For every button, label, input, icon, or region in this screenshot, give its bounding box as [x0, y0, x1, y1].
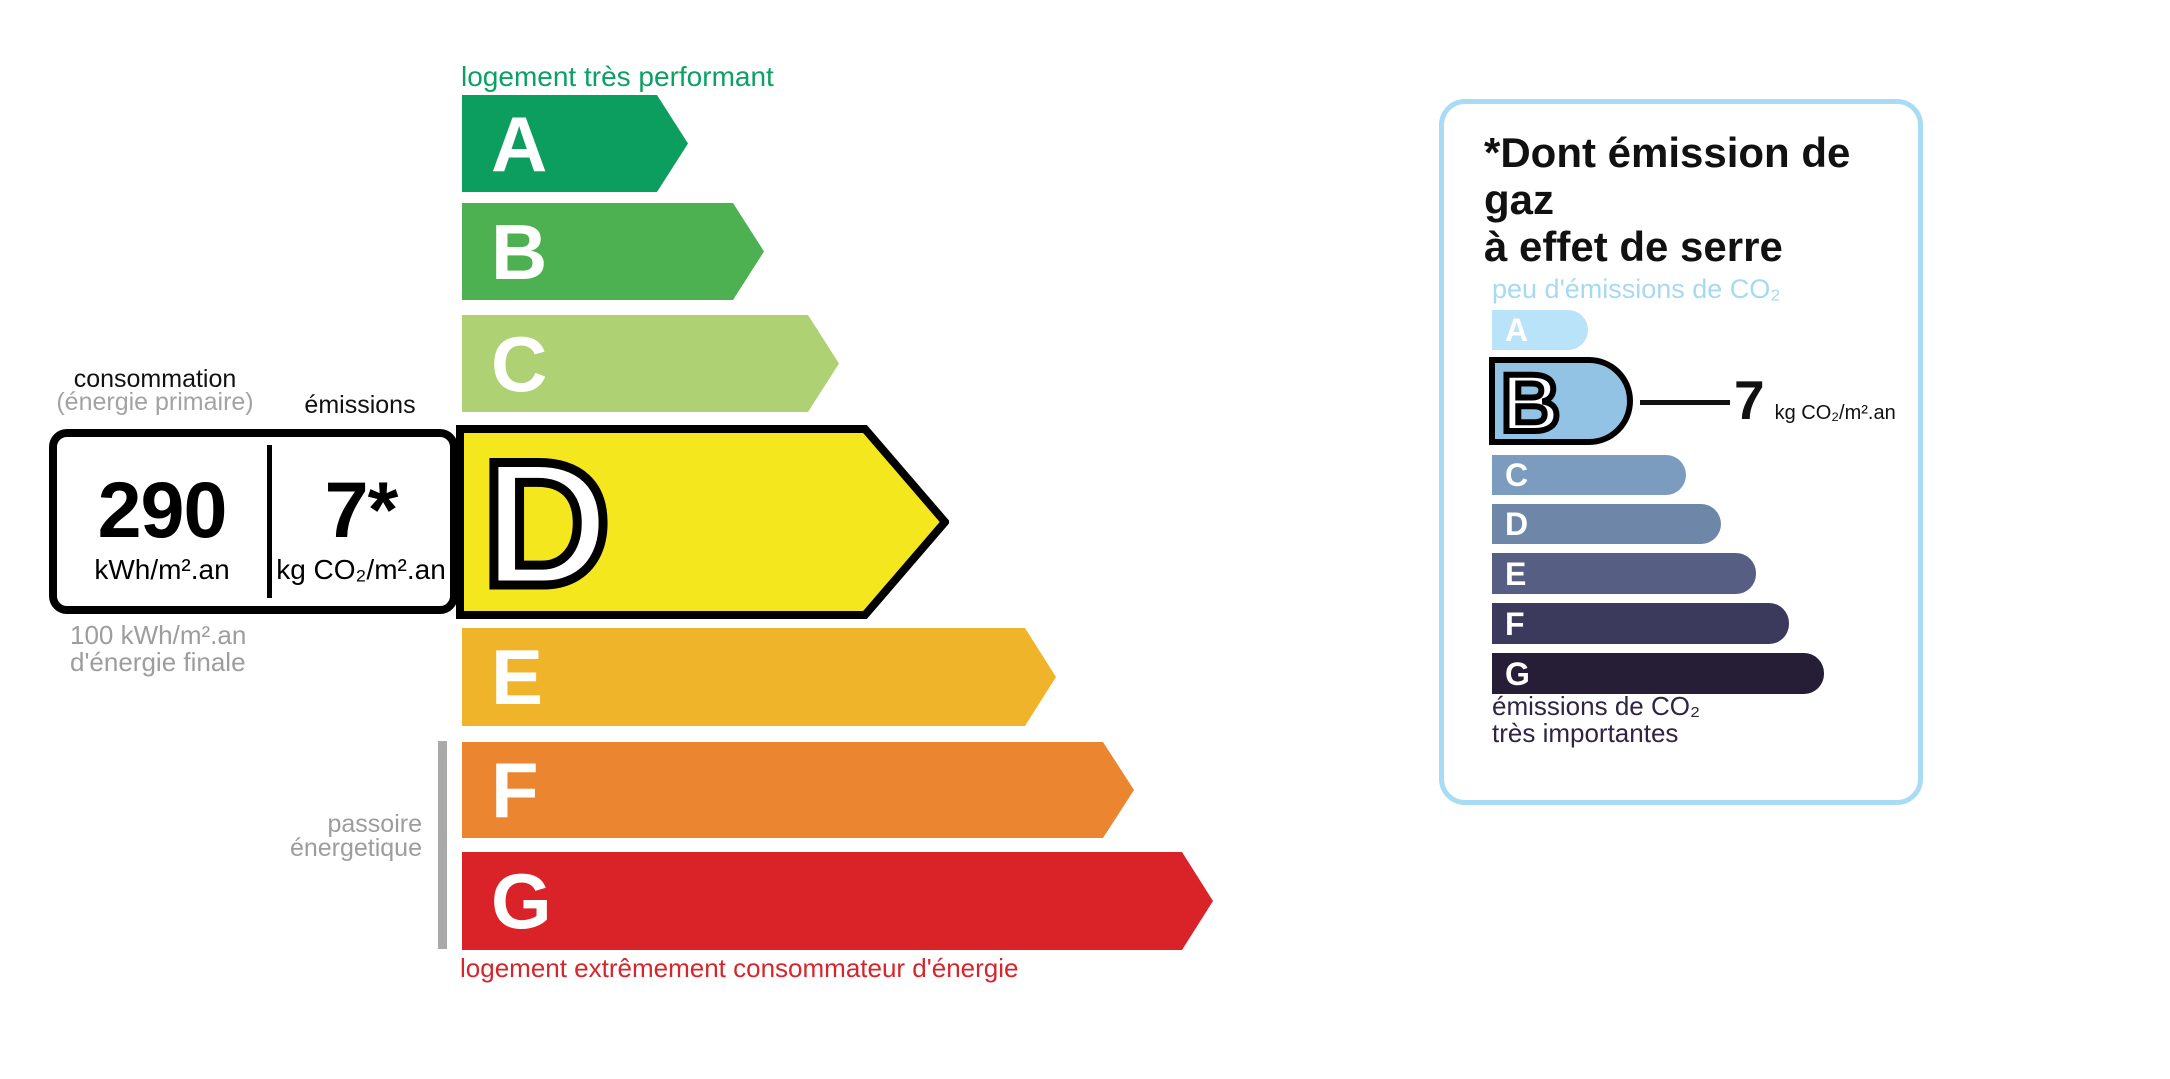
co2-low-label: peu d'émissions de CO₂	[1492, 274, 1781, 304]
co2-value-callout: 7 kg CO₂/m².an	[1734, 373, 1896, 428]
consumption-column-label: consommation (énergie primaire)	[49, 365, 261, 416]
co2-class-bar-F: F	[1492, 603, 1789, 644]
selected-class-arrow-shape	[456, 425, 949, 619]
energy-class-arrow-C: C	[462, 315, 839, 412]
co2-class-bar-E: E	[1492, 553, 1756, 594]
energy-class-arrow-F: F	[462, 742, 1134, 838]
co2-class-letter-C: C	[1505, 457, 1529, 493]
co2-class-letter-B: B	[1501, 358, 1560, 446]
co2-callout-unit: kg CO₂/m².an	[1774, 402, 1896, 424]
dpe-value-box: 290 kWh/m².an 7* kg CO₂/m².an	[49, 429, 458, 614]
co2-high-label: émissions de CO₂ très importantes	[1492, 693, 1700, 747]
co2-class-bar-B-selected: B	[1489, 356, 1633, 446]
energy-value: 290	[97, 464, 228, 554]
final-energy-note-line1: 100 kWh/m².an	[70, 620, 247, 650]
energy-class-arrow-B: B	[462, 203, 764, 300]
co2-class-letter-A: A	[1505, 312, 1529, 348]
co2-value-cell: 7* kg CO₂/m².an	[272, 437, 450, 606]
co2-high-label-line1: émissions de CO₂	[1492, 691, 1701, 721]
energy-unit: kWh/m².an	[94, 553, 230, 585]
top-performance-label: logement très performant	[461, 61, 774, 92]
energy-sieve-label: passoire énergetique	[180, 810, 423, 862]
co2-value-starred: 7*	[324, 464, 399, 554]
energy-class-arrow-D-selected: D	[456, 425, 949, 619]
co2-class-bar-C: C	[1492, 455, 1686, 495]
energy-sieve-label-line1: passoire	[327, 810, 423, 838]
energy-class-arrow-A: A	[462, 95, 688, 192]
emissions-column-label: émissions	[304, 391, 416, 419]
selected-co2-bar-shape	[1489, 357, 1633, 445]
energy-class-arrow-E: E	[462, 628, 1056, 726]
co2-class-letter-G: G	[1505, 655, 1530, 692]
energy-class-letter-G: G	[491, 857, 552, 945]
co2-class-letter-E: E	[1505, 555, 1527, 592]
consumption-label: consommation	[73, 365, 237, 393]
energy-class-letter-F: F	[491, 746, 539, 834]
value-box-divider	[267, 445, 272, 598]
final-energy-note: 100 kWh/m².an d'énergie finale	[70, 622, 246, 676]
energy-class-arrow-G: G	[462, 852, 1213, 950]
co2-class-bar-G: G	[1492, 653, 1824, 694]
co2-class-letter-D: D	[1505, 506, 1529, 542]
primary-energy-label: (énergie primaire)	[56, 388, 254, 416]
energy-value-cell: 290 kWh/m².an	[57, 437, 267, 606]
co2-callout-line	[1640, 400, 1730, 405]
co2-panel-title-line2: à effet de serre	[1484, 223, 1783, 270]
energy-class-letter-A: A	[491, 99, 548, 188]
co2-high-label-line2: très importantes	[1492, 718, 1679, 748]
co2-class-bar-D: D	[1492, 504, 1721, 544]
energy-class-letter-E: E	[491, 633, 544, 721]
co2-callout-value: 7	[1734, 369, 1765, 431]
co2-panel-title: *Dont émission de gaz à effet de serre	[1484, 129, 1918, 270]
co2-class-bar-A: A	[1492, 310, 1588, 350]
energy-sieve-label-line2: énergetique	[289, 834, 422, 862]
co2-emissions-panel: *Dont émission de gaz à effet de serre p…	[1439, 99, 1923, 805]
energy-class-letter-D: D	[482, 425, 611, 619]
co2-unit: kg CO₂/m².an	[276, 553, 446, 585]
co2-panel-title-line1: *Dont émission de gaz	[1484, 129, 1851, 223]
final-energy-note-line2: d'énergie finale	[70, 647, 246, 677]
co2-class-letter-F: F	[1505, 605, 1525, 642]
energy-class-letter-B: B	[491, 207, 548, 296]
bottom-performance-label: logement extrêmement consommateur d'éner…	[460, 953, 1019, 983]
energy-class-letter-C: C	[491, 319, 548, 408]
energy-sieve-bracket	[438, 741, 447, 949]
